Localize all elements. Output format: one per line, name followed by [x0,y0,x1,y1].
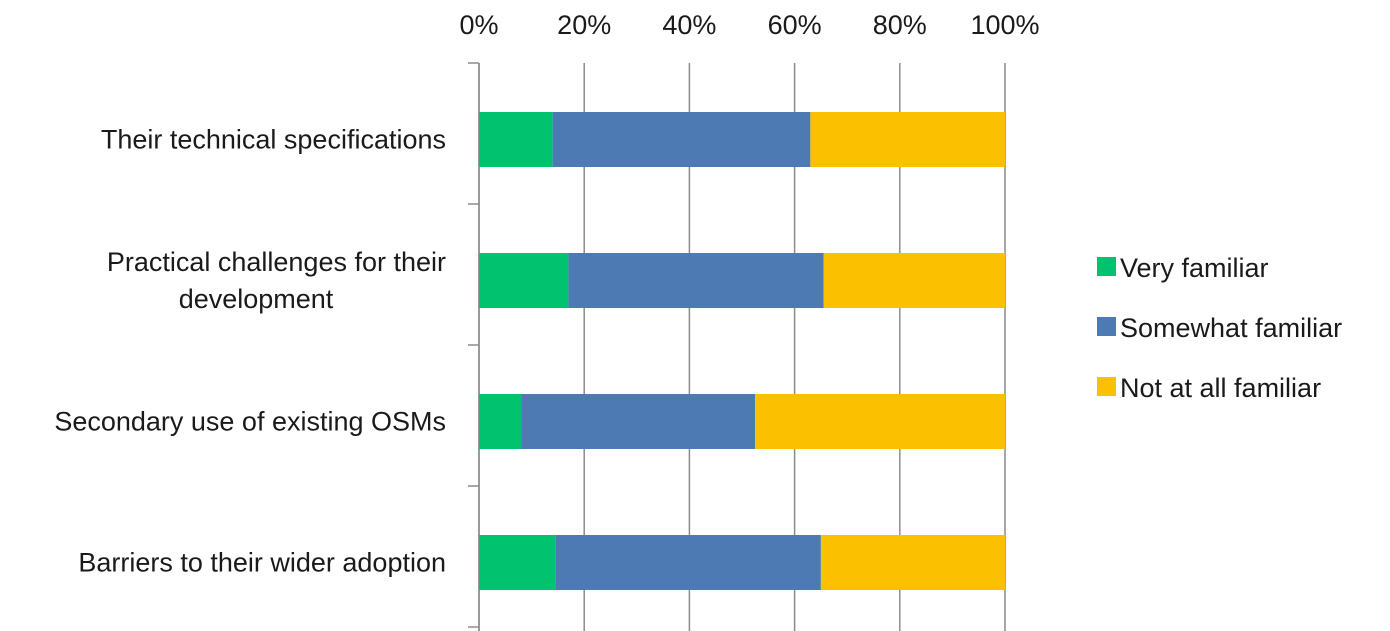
bar-segment [755,394,1005,449]
category-label: Secondary use of existing OSMs [54,407,446,437]
bar-segment [555,535,821,590]
category-label: Their technical specifications [101,125,446,155]
x-tick-label: 40% [662,10,716,40]
y-axis [468,62,480,631]
x-tick-label: 80% [873,10,927,40]
bars [479,112,1005,590]
bar-segment [810,112,1005,167]
legend-label: Very familiar [1120,253,1269,283]
bar-segment [521,394,756,449]
bar-segment [823,253,1005,308]
legend-label: Not at all familiar [1120,373,1321,403]
x-tick-label: 0% [459,10,498,40]
x-tick-label: 20% [557,10,611,40]
bar-segment [820,535,1005,590]
legend-swatch [1097,377,1116,396]
legend: Very familiar Somewhat familiar Not at all… [1097,253,1342,403]
bar-segment [479,112,553,167]
category-labels: Their technical specifications Practical … [54,125,446,578]
legend-swatch [1097,257,1116,276]
category-label: development [179,284,334,314]
bar-segment [568,253,824,308]
x-tick-label: 100% [970,10,1039,40]
category-label: Practical challenges for their [107,247,446,277]
bar-segment [479,253,569,308]
bar-segment [479,394,522,449]
x-tick-labels: 0% 20% 40% 60% 80% 100% [459,10,1039,40]
category-label: Barriers to their wider adoption [78,548,446,578]
bar-segment [552,112,811,167]
bar-segment [479,535,556,590]
legend-swatch [1097,317,1116,336]
legend-label: Somewhat familiar [1120,313,1342,343]
x-tick-label: 60% [768,10,822,40]
